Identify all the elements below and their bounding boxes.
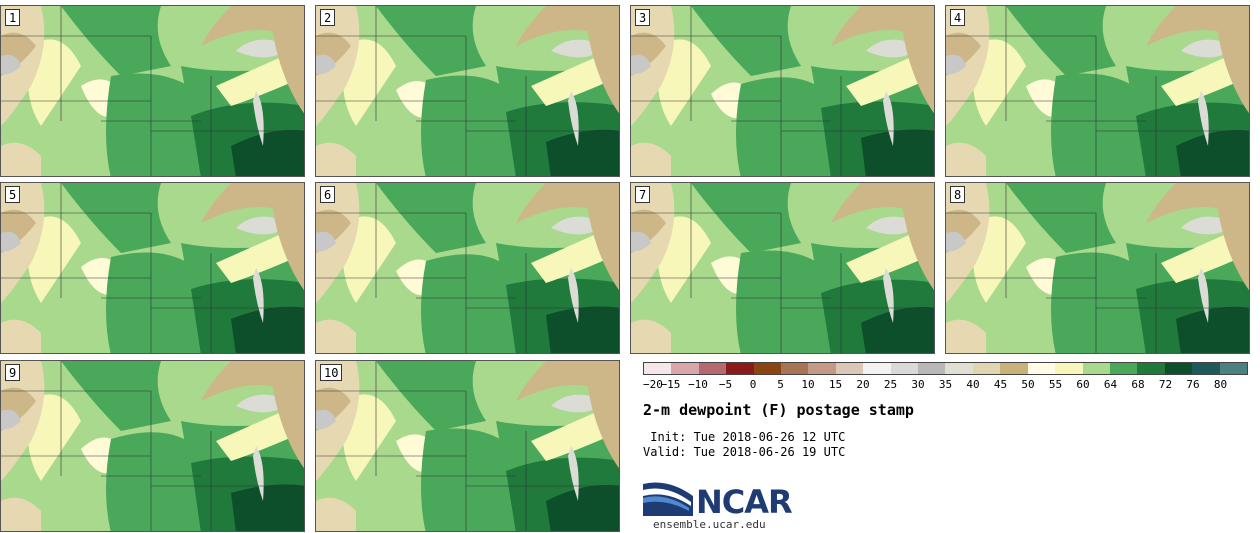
- colorbar-swatch: [671, 363, 699, 374]
- map-image: [316, 183, 619, 353]
- colorbar-swatch: [1164, 363, 1193, 374]
- map-panel-2: 2: [315, 5, 620, 177]
- colorbar-tick-label: 20: [856, 378, 870, 391]
- colorbar-tick-label: 30: [911, 378, 925, 391]
- colorbar-tick-label: 10: [801, 378, 815, 391]
- colorbar-tick-label: 45: [993, 378, 1008, 391]
- colorbar-swatch: [972, 363, 1001, 374]
- map-panel-4: 4: [945, 5, 1250, 177]
- init-time: Init: Tue 2018-06-26 12 UTC: [643, 430, 846, 444]
- logo-text: NCAR: [696, 483, 793, 521]
- map-panel-8: 8: [945, 182, 1250, 354]
- colorbar-swatch: [863, 363, 891, 374]
- map-image: [1, 361, 304, 531]
- map-panel-5: 5: [0, 182, 305, 354]
- panel-number: 6: [320, 186, 336, 203]
- map-panel-1: 1: [0, 5, 305, 177]
- colorbar-swatch: [918, 363, 946, 374]
- colorbar-tick-label: 5: [777, 378, 784, 391]
- map-image: [946, 6, 1249, 176]
- colorbar-swatch: [808, 363, 836, 374]
- colorbar-swatch: [781, 363, 809, 374]
- colorbar-tick-label: −5: [718, 378, 733, 391]
- map-image: [631, 6, 934, 176]
- panel-number: 5: [5, 186, 21, 203]
- colorbar-swatch: [1137, 363, 1165, 374]
- panel-number: 2: [320, 9, 336, 26]
- colorbar-tick-label: −20: [643, 378, 663, 391]
- map-panel-7: 7: [630, 182, 935, 354]
- colorbar-tick-label: 55: [1048, 378, 1063, 391]
- colorbar-tick-label: −15: [660, 378, 681, 391]
- map-image: [316, 6, 619, 176]
- colorbar-tick-label: −10: [688, 378, 708, 391]
- colorbar-tick-label: 68: [1131, 378, 1145, 391]
- colorbar-swatch: [753, 363, 782, 374]
- panel-number: 8: [950, 186, 966, 203]
- colorbar-swatch: [1000, 363, 1028, 374]
- colorbar-tick-label: 50: [1021, 378, 1035, 391]
- colorbar-tick-label: 72: [1158, 378, 1173, 391]
- colorbar-tick-label: 40: [966, 378, 980, 391]
- colorbar-swatch: [945, 363, 973, 374]
- colorbar-swatch: [726, 363, 754, 374]
- colorbar-tick-label: 80: [1213, 378, 1228, 391]
- site-url: ensemble.ucar.edu: [653, 518, 766, 531]
- colorbar: [643, 362, 1248, 375]
- colorbar-swatch: [1082, 363, 1110, 374]
- panel-number: 10: [320, 364, 343, 381]
- colorbar-tick-label: 25: [883, 378, 898, 391]
- colorbar-tick-label: 76: [1186, 378, 1200, 391]
- colorbar-swatch: [1192, 363, 1220, 374]
- colorbar-swatch: [1055, 363, 1083, 374]
- colorbar-tick-label: 60: [1076, 378, 1090, 391]
- colorbar-tick-label: 64: [1103, 378, 1118, 391]
- colorbar-swatch: [698, 363, 727, 374]
- colorbar-swatch: [1109, 363, 1138, 374]
- colorbar-tick-label: 15: [828, 378, 843, 391]
- panel-number: 7: [635, 186, 651, 203]
- colorbar-swatch: [644, 363, 672, 374]
- map-panel-6: 6: [315, 182, 620, 354]
- map-panel-3: 3: [630, 5, 935, 177]
- valid-time: Valid: Tue 2018-06-26 19 UTC: [643, 445, 846, 459]
- colorbar-tick-label: 0: [749, 378, 757, 391]
- ncar-logo-icon: [643, 482, 693, 516]
- colorbar-swatch: [1027, 363, 1056, 374]
- plot-title: 2-m dewpoint (F) postage stamp: [643, 401, 914, 419]
- panel-number: 1: [5, 9, 21, 26]
- map-image: [1, 183, 304, 353]
- colorbar-tick-label: 35: [938, 378, 953, 391]
- colorbar-swatch: [890, 363, 919, 374]
- map-panel-9: 9: [0, 360, 305, 532]
- panel-number: 4: [950, 9, 966, 26]
- panel-number: 9: [5, 364, 21, 381]
- map-image: [631, 183, 934, 353]
- map-image: [316, 361, 619, 531]
- map-image: [1, 6, 304, 176]
- colorbar-swatch: [1219, 363, 1247, 374]
- map-image: [946, 183, 1249, 353]
- colorbar-swatch: [835, 363, 864, 374]
- map-panel-10: 10: [315, 360, 620, 532]
- panel-number: 3: [635, 9, 651, 26]
- colorbar-labels: −20 −15 −10 −5 0 5 10 15 20 25 30 35 40 45 50 55 60 64 68 7…: [643, 378, 1248, 392]
